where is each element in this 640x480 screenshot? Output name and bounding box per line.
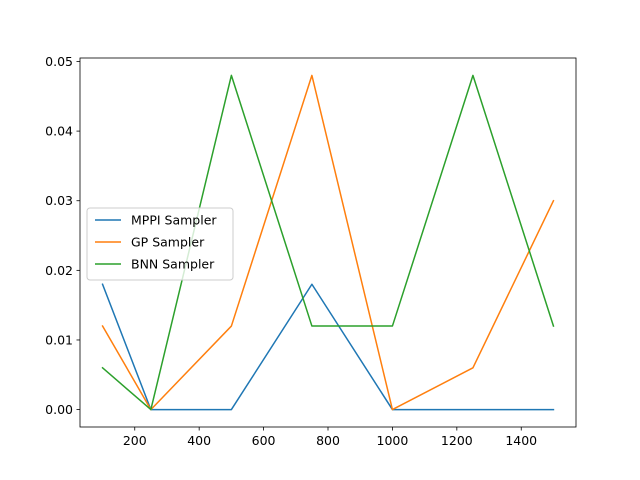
y-tick-label: 0.00: [45, 402, 73, 417]
x-tick-label: 200: [123, 433, 147, 448]
x-tick-label: 800: [316, 433, 340, 448]
x-tick-label: 1400: [505, 433, 537, 448]
x-tick-label: 600: [252, 433, 276, 448]
y-tick-label: 0.03: [45, 193, 73, 208]
x-tick-label: 1200: [441, 433, 473, 448]
axes: 200 400 600 800 1000 1200 1400 0.00 0.01 0.02 0.03…: [45, 54, 577, 448]
y-tick-label: 0.02: [45, 263, 73, 278]
legend-box: [86, 207, 234, 281]
legend-label-1: MPPI Sampler: [131, 213, 217, 228]
legend-label-2: GP Sampler: [131, 235, 205, 250]
y-tick-label: 0.05: [45, 54, 73, 69]
series-lines: [101, 74, 555, 411]
x-tick-label: 1000: [377, 433, 409, 448]
y-tick-label: 0.01: [45, 332, 73, 347]
legend-label-3: BNN Sampler: [131, 257, 215, 272]
x-tick-label: 400: [187, 433, 211, 448]
series-line-3: [101, 74, 555, 411]
y-tick-label: 0.04: [45, 124, 73, 139]
legend: MPPI Sampler GP Sampler BNN Sampler: [86, 207, 234, 281]
